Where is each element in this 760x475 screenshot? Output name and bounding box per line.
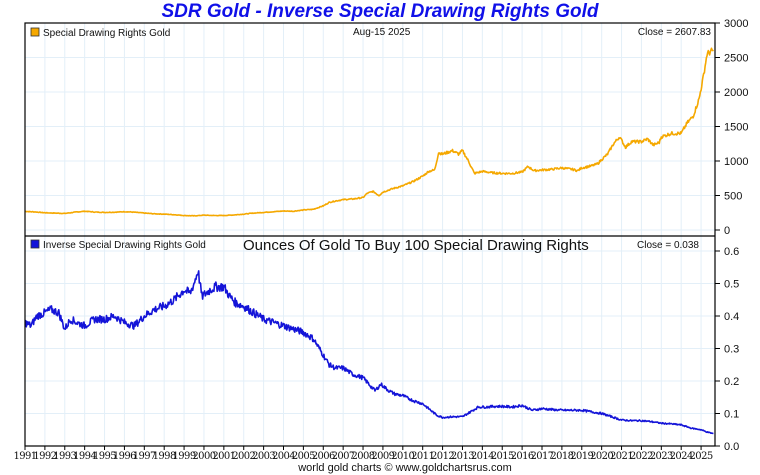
bottom-panel-grid (24, 236, 715, 447)
legend-label-inverse: Inverse Special Drawing Rights Gold (43, 240, 206, 251)
y-tick-label: 500 (724, 191, 742, 203)
x-tick-label: 2018 (550, 451, 573, 462)
top-panel-grid (24, 22, 715, 236)
x-tick-label: 2007 (332, 451, 355, 462)
x-tick-label: 2002 (232, 451, 255, 462)
x-tick-label: 2003 (252, 451, 275, 462)
x-tick-label: 2015 (491, 451, 514, 462)
x-tick-label: 2006 (312, 451, 335, 462)
x-tick-label: 1991 (13, 451, 36, 462)
date-label: Aug-15 2025 (353, 27, 411, 38)
x-tick-label: 2019 (570, 451, 593, 462)
x-axis: 1991199219931994199519961997199819992000… (13, 446, 713, 462)
y-tick-label: 1000 (724, 156, 748, 168)
x-tick-label: 1994 (73, 451, 96, 462)
y-tick-label: 0.0 (724, 441, 739, 453)
close-label-gold: Close = 2607.83 (638, 27, 712, 38)
x-tick-label: 1992 (33, 451, 56, 462)
close-label-inverse: Close = 0.038 (637, 240, 699, 251)
x-tick-label: 2017 (530, 451, 553, 462)
x-tick-label: 2011 (411, 451, 434, 462)
y-tick-label: 0.4 (724, 311, 739, 323)
x-tick-label: 2020 (590, 451, 613, 462)
y-tick-label: 3000 (724, 18, 748, 30)
y-tick-label: 0.1 (724, 409, 739, 421)
top-y-axis: 0 500 1000 1500 2000 2500 3000 (715, 18, 748, 237)
x-tick-label: 2009 (371, 451, 394, 462)
x-tick-label: 2023 (650, 451, 673, 462)
y-tick-label: 0.5 (724, 279, 739, 291)
footer-credit: world gold charts © www.goldchartsrus.co… (298, 462, 512, 474)
x-tick-label: 2021 (610, 451, 633, 462)
series-line-sdr-gold (24, 47, 714, 217)
x-tick-label: 2022 (630, 451, 653, 462)
chart-title: SDR Gold - Inverse Special Drawing Right… (161, 1, 599, 22)
x-tick-label: 1999 (173, 451, 196, 462)
x-tick-label: 2012 (431, 451, 454, 462)
legend-swatch-gold-icon (30, 27, 40, 37)
x-tick-label: 2001 (212, 451, 235, 462)
y-tick-label: 0.2 (724, 376, 739, 388)
x-tick-label: 2010 (391, 451, 414, 462)
plot-frame (24, 22, 716, 447)
x-tick-label: 2004 (272, 451, 295, 462)
y-tick-label: 0.3 (724, 344, 739, 356)
x-tick-label: 2013 (451, 451, 474, 462)
x-tick-label: 1997 (133, 451, 156, 462)
x-tick-label: 2008 (352, 451, 375, 462)
y-tick-label: 0 (724, 225, 730, 237)
x-tick-label: 2025 (690, 451, 713, 462)
x-tick-label: 1993 (53, 451, 76, 462)
x-tick-label: 1998 (153, 451, 176, 462)
legend-label-gold: Special Drawing Rights Gold (43, 28, 170, 39)
series-line-inverse-sdr-gold (24, 270, 714, 435)
x-tick-label: 2016 (511, 451, 534, 462)
x-tick-label: 2000 (192, 451, 215, 462)
x-tick-label: 2024 (670, 451, 693, 462)
y-tick-label: 0.6 (724, 246, 739, 258)
bottom-y-axis: 0.0 0.1 0.2 0.3 0.4 0.5 0.6 (715, 246, 739, 453)
x-tick-label: 2014 (471, 451, 494, 462)
y-tick-label: 1500 (724, 122, 748, 134)
y-tick-label: 2000 (724, 87, 748, 99)
x-tick-label: 1996 (113, 451, 136, 462)
x-tick-label: 2005 (292, 451, 315, 462)
legend-swatch-inverse-icon (30, 239, 40, 249)
y-tick-label: 2500 (724, 53, 748, 65)
x-tick-label: 1995 (93, 451, 116, 462)
bottom-panel-subtitle: Ounces Of Gold To Buy 100 Special Drawin… (243, 237, 589, 254)
